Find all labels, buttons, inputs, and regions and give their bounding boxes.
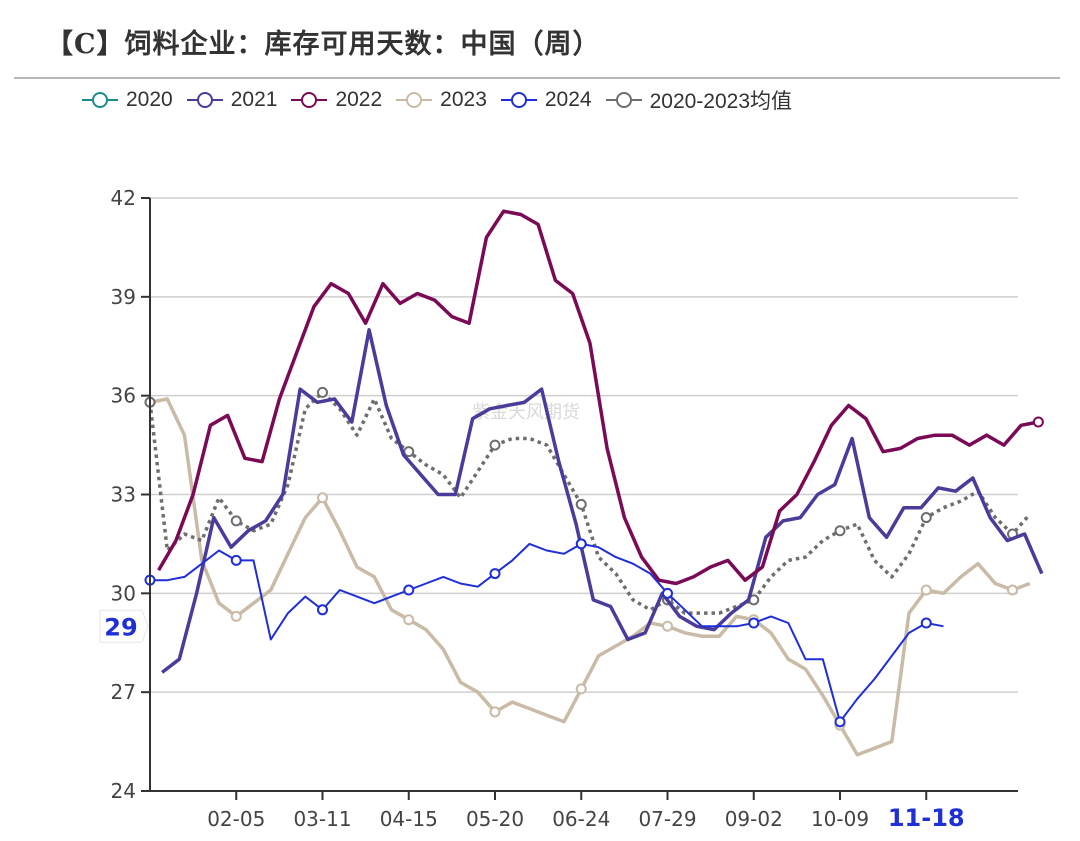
- legend-item-2021[interactable]: 2021: [186, 88, 278, 112]
- chart-legend: 2020 2021 2022 2023 2024 2020-2023均值: [82, 86, 806, 114]
- x-tick-label: 02-05: [207, 807, 265, 831]
- x-tick-label: 06-24: [552, 807, 610, 831]
- data-point-marker[interactable]: [920, 512, 932, 524]
- y-tick-label: 24: [111, 779, 136, 803]
- legend-item-2020[interactable]: 2020: [82, 88, 173, 112]
- y-tick-label: 33: [111, 483, 136, 507]
- data-point-marker[interactable]: [403, 614, 415, 626]
- series-line-2021[interactable]: [161, 328, 1044, 674]
- legend-item-average[interactable]: 2020-2023均值: [605, 85, 793, 115]
- data-point-marker[interactable]: [317, 492, 328, 504]
- data-point-marker[interactable]: [834, 716, 846, 728]
- y-tick-label: 39: [111, 285, 136, 309]
- title-divider: [14, 77, 1060, 79]
- data-point-marker[interactable]: [403, 584, 415, 596]
- legend-label: 2023: [440, 88, 487, 111]
- x-tick-label: 03-11: [293, 807, 351, 831]
- legend-label: 2020-2023均值: [649, 90, 793, 113]
- data-point-marker[interactable]: [662, 620, 673, 632]
- grid-lines: [150, 197, 1018, 693]
- legend-marker-icon: [291, 92, 328, 108]
- data-point-marker[interactable]: [1032, 416, 1044, 428]
- data-point-marker[interactable]: [489, 568, 501, 580]
- legend-label: 2024: [544, 88, 592, 111]
- data-point-marker[interactable]: [1007, 584, 1018, 596]
- data-point-marker[interactable]: [920, 584, 932, 596]
- legend-marker-icon: [500, 92, 537, 108]
- legend-marker-icon: [82, 92, 118, 108]
- axis-pointers: 29: [99, 609, 149, 643]
- data-point-marker[interactable]: [834, 525, 846, 537]
- data-point-marker[interactable]: [317, 604, 328, 616]
- y-tick-label: 30: [111, 581, 136, 605]
- data-point-marker[interactable]: [230, 554, 242, 566]
- x-tick-label: 11-18: [888, 804, 965, 832]
- data-point-marker[interactable]: [317, 386, 328, 398]
- data-point-marker[interactable]: [748, 617, 760, 629]
- chart-title: 【C】饲料企业：库存可用天数：中国（周）: [46, 29, 601, 60]
- x-tick-label: 10-09: [811, 807, 869, 831]
- y-tick-label: 36: [111, 384, 136, 408]
- x-tick-label: 09-02: [725, 807, 783, 831]
- x-tick-label: 04-15: [380, 807, 438, 831]
- x-tick-label: 05-20: [466, 807, 524, 831]
- series-line-2020-2023均值[interactable]: [148, 390, 1032, 615]
- y-pointer-badge: [99, 609, 149, 643]
- legend-item-2022[interactable]: 2022: [291, 88, 382, 112]
- legend-item-2023[interactable]: 2023: [396, 88, 487, 112]
- data-point-marker[interactable]: [920, 617, 932, 629]
- data-point-marker[interactable]: [575, 538, 587, 550]
- watermark: 紫金天风期货: [472, 402, 580, 423]
- series-line-2024[interactable]: [150, 542, 944, 723]
- y-tick-label: 42: [111, 186, 136, 210]
- legend-label: 2021: [230, 88, 278, 111]
- legend-marker-icon: [186, 92, 223, 108]
- legend-marker-icon: [396, 92, 433, 108]
- data-point-marker[interactable]: [662, 587, 673, 599]
- legend-marker-icon: [605, 92, 642, 108]
- legend-label: 2022: [335, 88, 383, 111]
- x-tick-label: 07-29: [638, 807, 696, 831]
- data-point-marker[interactable]: [575, 498, 587, 510]
- data-point-marker[interactable]: [489, 439, 501, 451]
- data-point-marker[interactable]: [575, 683, 587, 695]
- axes: 24 27 30 33 36 39 42 02-05 03-11 04-15 05-20 06-24 0…: [111, 186, 1018, 832]
- series-lines: [144, 209, 1044, 757]
- data-point-marker[interactable]: [230, 515, 242, 527]
- y-tick-label: 27: [111, 680, 136, 704]
- legend-item-2024[interactable]: 2024: [500, 88, 592, 112]
- legend-label: 2020: [126, 88, 173, 111]
- y-pointer-label: 29: [104, 613, 137, 641]
- series-line-2023[interactable]: [149, 397, 1031, 757]
- series-line-2022[interactable]: [157, 209, 1039, 586]
- data-point-marker[interactable]: [489, 706, 501, 718]
- data-point-marker[interactable]: [230, 610, 242, 622]
